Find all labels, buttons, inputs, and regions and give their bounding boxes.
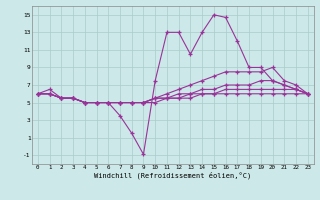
X-axis label: Windchill (Refroidissement éolien,°C): Windchill (Refroidissement éolien,°C) bbox=[94, 172, 252, 179]
